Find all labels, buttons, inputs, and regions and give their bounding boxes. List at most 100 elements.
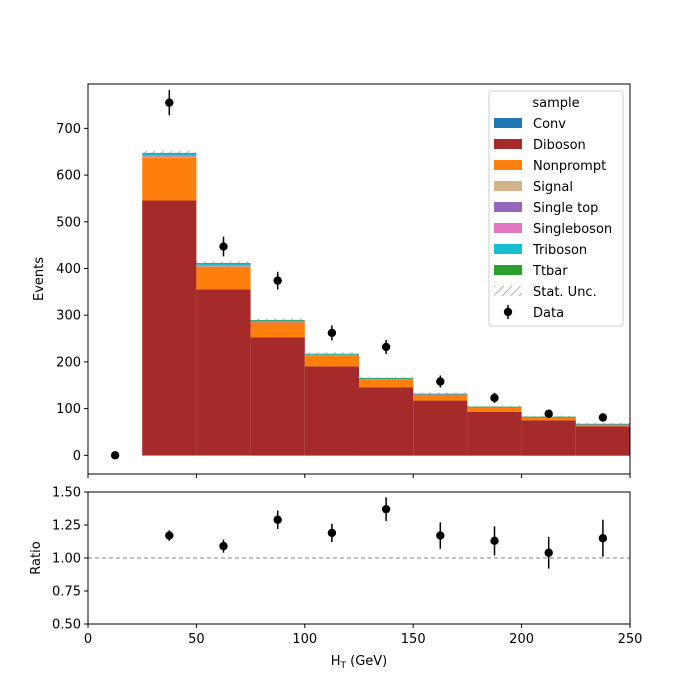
bar-singleboson-4	[304, 354, 359, 356]
ratio-point-6	[490, 536, 499, 546]
bar-nonprompt-4	[304, 355, 359, 367]
bar-signal-1	[142, 156, 197, 158]
ratio-panel: 0.50 0.75 1.00 1.25 1.50 0 50 100 150 200 250 Ratio…	[29, 486, 642, 672]
legend-label-0: Conv	[533, 117, 566, 132]
bar-diboson-7	[467, 411, 522, 456]
ratio-xtick-label-3: 150	[401, 632, 426, 647]
main-ytick-label-4: 400	[56, 262, 81, 277]
bar-conv-6	[413, 455, 468, 456]
bar-diboson-4	[304, 366, 359, 456]
legend-label-3: Signal	[533, 180, 573, 195]
legend-swatch-6	[494, 244, 522, 254]
bar-nonprompt-3	[250, 322, 305, 338]
ratio-point-5	[436, 531, 445, 540]
bar-singleboson-5	[359, 378, 414, 380]
ratio-xtick-label-4: 200	[509, 632, 534, 647]
legend-swatch-5	[494, 223, 522, 233]
data-point-4	[327, 328, 337, 338]
bar-diboson-5	[359, 387, 414, 456]
ratio-xlabel: HT (GeV)	[331, 654, 388, 671]
legend-swatch-0	[494, 118, 522, 128]
ratio-xtick-label-1: 50	[188, 632, 205, 647]
legend-swatch-7	[494, 265, 522, 275]
bar-diboson-8	[521, 420, 576, 456]
stat-unc-band-2	[196, 261, 251, 265]
stat-unc-band-9	[575, 422, 630, 425]
legend-label-5: Singleboson	[533, 222, 612, 237]
legend-label-4: Single top	[533, 201, 598, 216]
main-ytick-label-0: 0	[73, 449, 81, 464]
data-points	[110, 90, 608, 460]
bar-diboson-2	[196, 289, 251, 456]
series-diboson	[142, 200, 630, 456]
legend-label-data: Data	[533, 306, 564, 321]
legend-label-6: Triboson	[532, 243, 587, 258]
ratio-point-4	[381, 504, 391, 514]
bar-diboson-1	[142, 200, 197, 456]
bar-nonprompt-1	[142, 157, 197, 201]
legend-label-1: Diboson	[533, 138, 586, 153]
series-nonprompt	[142, 157, 630, 427]
stat-unc-band-4	[304, 352, 359, 356]
ratio-ytick-label-2: 1.00	[52, 552, 81, 567]
data-point-5	[381, 342, 391, 352]
bar-conv-3	[250, 455, 305, 456]
bar-signal-2	[196, 265, 251, 267]
bar-nonprompt-6	[413, 394, 468, 401]
data-point-9	[598, 413, 608, 422]
main-ytick-label-5: 500	[56, 215, 81, 230]
legend-label-2: Nonprompt	[533, 159, 606, 174]
ratio-xtick-label-0: 0	[84, 632, 92, 647]
main-ylabel: Events	[32, 257, 47, 301]
ratio-point-0	[165, 531, 174, 540]
bar-conv-8	[521, 455, 576, 456]
bar-conv-1	[142, 455, 197, 456]
bar-singleboson-1	[142, 155, 197, 157]
legend: sample Conv Diboson Nonprompt Signal Single t…	[488, 90, 624, 327]
ratio-ytick-label-3: 1.25	[52, 519, 81, 534]
main-ytick-label-1: 100	[56, 402, 81, 417]
bar-conv-5	[359, 455, 414, 456]
main-ytick-label-2: 200	[56, 355, 81, 370]
bar-singleboson-2	[196, 265, 251, 267]
ratio-ytick-label-1: 0.75	[52, 585, 81, 600]
series-conv	[142, 455, 630, 456]
data-point-8	[544, 409, 553, 418]
legend-swatch-4	[494, 202, 522, 212]
data-point-1	[165, 98, 174, 107]
legend-data-marker	[503, 307, 513, 317]
ratio-point-7	[544, 548, 553, 557]
ratio-ytick-label-0: 0.50	[52, 618, 81, 633]
stat-unc-band-5	[359, 376, 414, 380]
legend-title: sample	[532, 96, 579, 111]
bar-conv-9	[575, 455, 630, 456]
ratio-xtick-label-5: 250	[618, 632, 643, 647]
data-point-6	[436, 377, 445, 386]
stat-unc-band-7	[467, 405, 522, 408]
legend-swatch-1	[494, 139, 522, 149]
ratio-ylabel: Ratio	[29, 541, 44, 574]
main-ytick-label-6: 600	[56, 169, 81, 184]
ratio-point-8	[598, 534, 608, 543]
bar-diboson-9	[575, 426, 630, 456]
bar-nonprompt-8	[521, 417, 576, 421]
ratio-xtick-label-2: 100	[292, 632, 317, 647]
bar-diboson-6	[413, 400, 468, 456]
data-point-2	[219, 242, 228, 251]
main-ytick-label-7: 700	[56, 122, 81, 137]
data-point-0	[110, 451, 120, 460]
main-frame	[87, 83, 631, 475]
bar-nonprompt-7	[467, 407, 522, 412]
legend-label-stat-unc: Stat. Unc.	[533, 285, 597, 300]
bar-nonprompt-5	[359, 379, 414, 388]
ratio-point-1	[219, 541, 228, 551]
legend-swatch-2	[494, 160, 522, 170]
bar-nonprompt-9	[575, 424, 630, 427]
main-ytick-label-3: 300	[56, 309, 81, 324]
stat-unc-band-1	[142, 150, 197, 156]
legend-swatch-3	[494, 181, 522, 191]
bar-nonprompt-2	[196, 266, 251, 290]
bar-conv-7	[467, 455, 522, 456]
bar-conv-4	[304, 455, 359, 456]
